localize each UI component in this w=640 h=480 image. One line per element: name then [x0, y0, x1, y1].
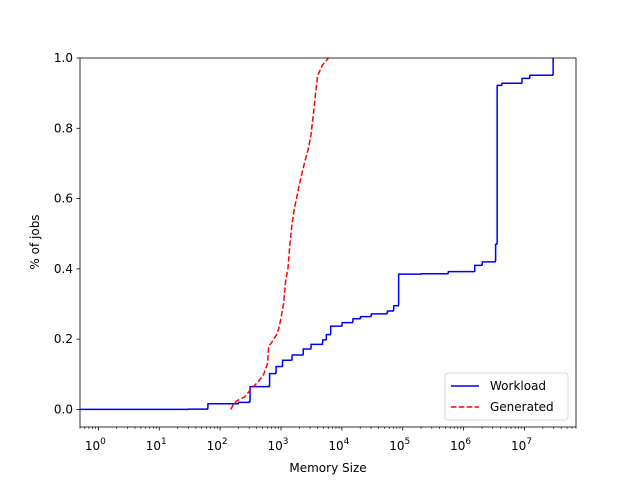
y-tick-label: 1.0	[54, 51, 73, 65]
y-tick-label: 0.4	[54, 262, 73, 276]
legend-label-generated: Generated	[490, 400, 554, 414]
legend-box	[444, 372, 569, 421]
x-tick-label: 105	[389, 437, 410, 453]
y-axis-label: % of jobs	[28, 214, 42, 269]
x-tick-label: 107	[511, 437, 532, 453]
y-tick-label: 0.2	[54, 332, 73, 346]
x-tick-label: 106	[450, 437, 471, 453]
series-line-generated	[230, 57, 329, 410]
plot-frame	[79, 57, 577, 428]
series-layer	[80, 57, 554, 411]
x-ticks-layer: 100 101 102 103 104 105 106 107	[79, 427, 577, 453]
series-line-workload	[80, 58, 554, 411]
legend: Workload Generated	[444, 372, 569, 421]
y-tick-label: 0.8	[54, 121, 73, 135]
x-tick-label: 100	[85, 437, 106, 453]
y-tick-label: 0.6	[54, 192, 73, 206]
x-tick-label: 104	[328, 437, 349, 453]
x-tick-label: 103	[267, 437, 288, 453]
y-tick-label: 0.0	[54, 402, 73, 416]
legend-label-workload: Workload	[490, 379, 546, 393]
x-tick-label: 102	[207, 437, 228, 453]
x-axis-label: Memory Size	[289, 461, 366, 475]
y-ticks-layer: 0.0 0.2 0.4 0.6 0.8 1.0	[54, 51, 80, 416]
x-tick-label: 101	[146, 437, 167, 453]
